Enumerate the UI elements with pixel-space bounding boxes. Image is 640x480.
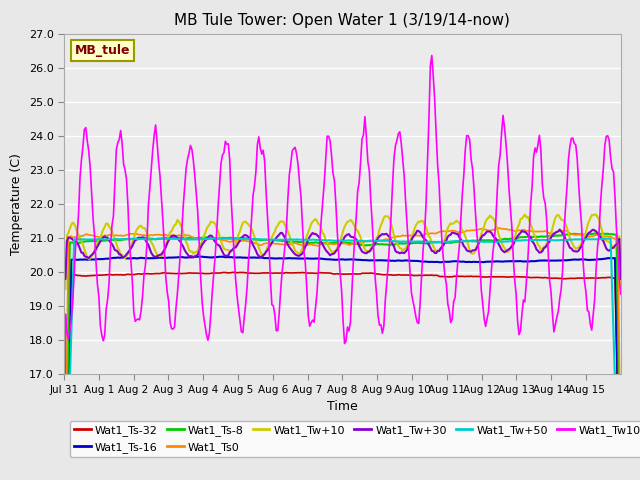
- Wat1_Tw+30: [97, 239, 104, 244]
- Wat1_Tw+10: [79, 242, 87, 248]
- Title: MB Tule Tower: Open Water 1 (3/19/14-now): MB Tule Tower: Open Water 1 (3/19/14-now…: [175, 13, 510, 28]
- Wat1_Ts0: [541, 228, 549, 234]
- Wat1_Tw100: [541, 201, 549, 206]
- Wat1_Tw+30: [346, 233, 354, 239]
- Wat1_Tw+30: [614, 240, 621, 245]
- Legend: Wat1_Ts-32, Wat1_Ts-16, Wat1_Ts-8, Wat1_Ts0, Wat1_Tw+10, Wat1_Tw+30, Wat1_Tw+50,: Wat1_Ts-32, Wat1_Ts-16, Wat1_Ts-8, Wat1_…: [70, 421, 640, 457]
- Wat1_Ts-16: [458, 259, 466, 264]
- Wat1_Ts-8: [97, 239, 104, 244]
- Wat1_Ts-32: [458, 274, 466, 279]
- Line: Wat1_Tw+10: Wat1_Tw+10: [64, 215, 621, 289]
- Y-axis label: Temperature (C): Temperature (C): [10, 153, 23, 255]
- Wat1_Tw+50: [458, 238, 466, 244]
- Wat1_Ts0: [614, 237, 621, 242]
- Wat1_Ts-16: [195, 254, 203, 260]
- Wat1_Ts-8: [79, 239, 87, 245]
- Wat1_Ts-16: [541, 258, 549, 264]
- Wat1_Tw+30: [79, 250, 87, 256]
- Line: Wat1_Tw+30: Wat1_Tw+30: [64, 229, 621, 279]
- Wat1_Ts-16: [614, 394, 621, 400]
- Wat1_Tw+50: [216, 236, 223, 241]
- Wat1_Tw+30: [617, 276, 625, 282]
- Wat1_Tw+10: [457, 224, 465, 229]
- Wat1_Tw+30: [556, 227, 564, 232]
- Line: Wat1_Ts-16: Wat1_Ts-16: [64, 257, 621, 480]
- Wat1_Tw100: [614, 247, 621, 253]
- Text: MB_tule: MB_tule: [75, 44, 131, 57]
- Wat1_Ts-32: [614, 411, 621, 417]
- Wat1_Ts-32: [79, 273, 87, 279]
- Line: Wat1_Ts0: Wat1_Ts0: [64, 228, 621, 480]
- Wat1_Tw100: [97, 323, 104, 329]
- Wat1_Tw+50: [97, 236, 104, 242]
- Wat1_Ts-16: [79, 257, 87, 263]
- Wat1_Ts-32: [97, 272, 104, 278]
- Wat1_Ts0: [457, 229, 465, 235]
- Wat1_Tw+10: [60, 286, 68, 292]
- Wat1_Tw100: [346, 320, 354, 325]
- Wat1_Tw+50: [614, 474, 621, 480]
- Wat1_Tw100: [617, 291, 625, 297]
- Wat1_Tw+50: [79, 237, 87, 242]
- Wat1_Tw+10: [617, 286, 625, 292]
- Wat1_Tw+30: [457, 236, 465, 242]
- Line: Wat1_Tw100: Wat1_Tw100: [64, 56, 621, 480]
- Wat1_Ts0: [346, 242, 354, 248]
- Wat1_Tw+10: [591, 212, 598, 217]
- Line: Wat1_Tw+50: Wat1_Tw+50: [64, 239, 621, 480]
- X-axis label: Time: Time: [327, 400, 358, 413]
- Wat1_Ts0: [79, 233, 87, 239]
- Wat1_Ts-8: [540, 234, 548, 240]
- Wat1_Ts-16: [348, 257, 356, 263]
- Wat1_Ts0: [617, 475, 625, 480]
- Wat1_Ts-8: [346, 240, 354, 246]
- Wat1_Ts-32: [348, 271, 356, 277]
- Wat1_Tw+10: [540, 244, 548, 250]
- Wat1_Ts-8: [591, 230, 598, 236]
- Wat1_Ts-8: [457, 239, 465, 244]
- Wat1_Ts0: [97, 234, 104, 240]
- Wat1_Tw+50: [348, 238, 356, 243]
- Wat1_Ts0: [495, 225, 502, 231]
- Wat1_Tw100: [458, 191, 466, 196]
- Line: Wat1_Ts-32: Wat1_Ts-32: [64, 272, 621, 480]
- Wat1_Ts-8: [614, 322, 621, 328]
- Wat1_Tw+30: [60, 276, 68, 282]
- Wat1_Tw+30: [540, 245, 548, 251]
- Wat1_Tw+50: [541, 237, 549, 243]
- Wat1_Tw+10: [614, 238, 621, 243]
- Line: Wat1_Ts-8: Wat1_Ts-8: [64, 233, 621, 480]
- Wat1_Tw100: [428, 53, 436, 59]
- Wat1_Ts-16: [97, 256, 104, 262]
- Wat1_Ts-32: [541, 275, 549, 280]
- Wat1_Tw+10: [346, 217, 354, 223]
- Wat1_Ts-32: [232, 269, 239, 275]
- Wat1_Tw100: [79, 144, 87, 150]
- Wat1_Tw+10: [97, 235, 104, 241]
